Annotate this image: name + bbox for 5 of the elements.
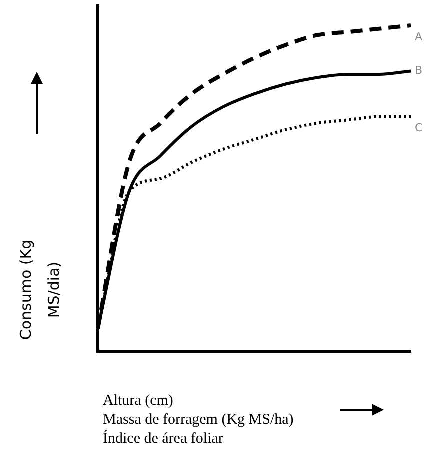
series-label: A — [415, 30, 423, 44]
series-label: B — [415, 64, 423, 78]
y-axis-title: Consumo (Kg MS/dia) — [16, 238, 64, 342]
series-label: C — [415, 122, 423, 135]
x-axis-title: Altura (cm) Massa de forragem (Kg MS/ha) Índice de área foliar — [103, 392, 294, 449]
